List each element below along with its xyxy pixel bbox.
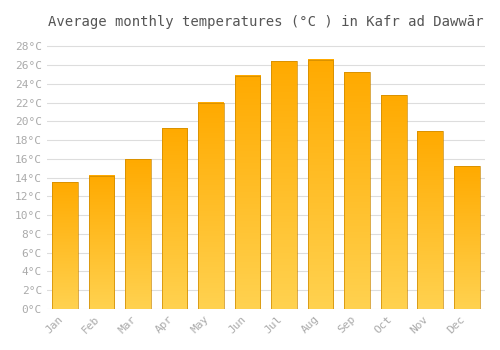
Bar	[344, 72, 370, 309]
Bar	[308, 60, 334, 309]
Bar	[418, 131, 443, 309]
Bar	[454, 166, 479, 309]
Bar	[381, 95, 406, 309]
Bar	[52, 182, 78, 309]
Title: Average monthly temperatures (°C ) in Kafr ad Dawwār: Average monthly temperatures (°C ) in Ka…	[48, 15, 484, 29]
Bar	[272, 62, 297, 309]
Bar	[198, 103, 224, 309]
Bar	[162, 128, 188, 309]
Bar	[89, 176, 114, 309]
Bar	[126, 159, 151, 309]
Bar	[235, 76, 260, 309]
